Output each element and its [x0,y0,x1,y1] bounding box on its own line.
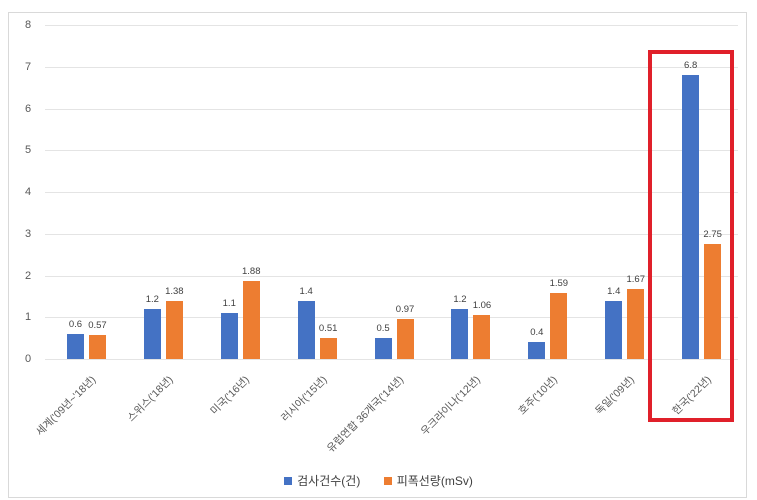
gridline [45,25,738,26]
gridline [45,67,738,68]
chart-frame [8,12,747,498]
y-tick-label: 5 [24,144,32,156]
bar-exam-count [297,300,315,359]
y-tick-label: 3 [24,228,32,240]
gridline [45,359,738,360]
legend-item-exam-count: 검사건수(건) [284,472,360,489]
bar-dose [165,301,183,359]
y-tick-label: 6 [24,103,32,115]
data-label: 1.4 [299,285,313,297]
y-tick-label: 0 [24,353,32,365]
bar-dose [88,335,106,359]
data-label: 0.4 [530,327,544,339]
y-tick-label: 8 [24,19,32,31]
data-label: 1.06 [472,299,492,311]
data-label: 1.38 [165,286,184,298]
gridline [45,192,738,193]
data-label: 1.1 [222,298,236,310]
bar-exam-count [605,300,623,359]
bar-dose [473,314,491,359]
highlight-box [648,50,734,422]
bar-exam-count [143,308,161,359]
data-label: 1.67 [626,274,646,286]
data-label: 1.2 [145,293,159,305]
bar-dose [704,244,722,359]
bar-exam-count [374,338,392,359]
data-label: 1.2 [453,293,467,305]
bar-exam-count [451,308,469,359]
y-tick-label: 4 [24,186,32,198]
data-label: 0.57 [88,320,107,332]
bar-dose [319,337,337,359]
gridline [45,150,738,151]
legend-item-dose: 피폭선량(mSv) [383,472,473,489]
data-label: 0.6 [68,318,83,330]
data-label: 0.51 [318,322,338,334]
bar-exam-count [682,75,700,359]
bar-exam-count [528,342,546,359]
gridline [45,317,738,318]
legend: 검사건수(건) 피폭선량(mSv) [0,472,757,489]
bar-dose [242,280,260,359]
data-label: 6.8 [684,60,698,72]
legend-label: 피폭선량(mSv) [396,474,473,488]
data-label: 0.5 [376,323,390,335]
data-label: 1.4 [607,285,621,297]
bar-dose [396,318,414,359]
data-label: 1.88 [242,265,261,277]
y-tick-label: 7 [24,61,32,73]
y-tick-label: 2 [24,270,32,282]
data-label: 2.75 [703,229,722,241]
y-tick-label: 1 [24,311,32,323]
bar-dose [627,289,645,359]
gridline [45,276,738,277]
bar-dose [550,292,568,359]
data-label: 0.97 [395,303,415,315]
bar-exam-count [66,333,84,359]
legend-swatch-orange-icon [383,476,392,485]
data-label: 1.59 [549,277,569,289]
gridline [45,109,738,110]
bar-exam-count [220,313,238,359]
legend-swatch-blue-icon [284,476,293,485]
gridline [45,234,738,235]
legend-label: 검사건수(건) [297,474,361,488]
